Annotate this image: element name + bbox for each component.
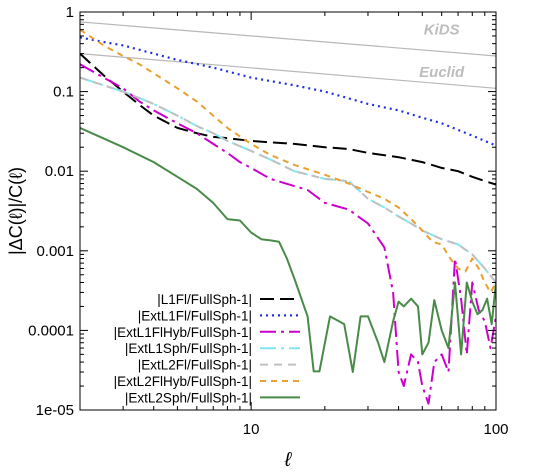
y-tick-label: 0.1 [53, 84, 74, 101]
y-tick-label: 1 [66, 4, 74, 21]
legend-label: |ExtL1Fl/FullSph-1| [138, 308, 252, 323]
y-tick-label: 0.001 [36, 243, 74, 260]
legend-label: |ExtL1Sph/FullSph-1| [125, 341, 252, 356]
y-tick-label: 0.0001 [28, 322, 74, 339]
reference-lines [80, 21, 496, 89]
legend-label: |ExtL2Sph/FullSph-1| [125, 390, 252, 405]
series-lines [80, 28, 496, 405]
series-line [80, 52, 496, 186]
x-tick-label: 100 [483, 421, 508, 438]
legend-label: |L1Fl/FullSph-1| [157, 292, 252, 307]
x-axis-label: ℓ [284, 449, 293, 471]
series-line [80, 126, 496, 373]
legend-label: |ExtL2FlHyb/FullSph-1| [114, 374, 252, 389]
plot-frame [79, 11, 497, 411]
y-tick-label: 1e-05 [36, 402, 74, 419]
series-line [80, 76, 496, 284]
legend: |L1Fl/FullSph-1||ExtL1Fl/FullSph-1| |ExtL… [114, 292, 300, 405]
series-line [80, 36, 496, 147]
legend-label: |ExtL1FlHyb/FullSph-1| [114, 325, 252, 340]
legend-label: |ExtL2Fl/FullSph-1| [138, 358, 252, 373]
y-tick-label: 0.01 [45, 163, 74, 180]
reference-line-label: KiDS [424, 22, 460, 39]
reference-line [80, 21, 496, 57]
axes: 1 0.1 0.01 0.001 0.0001 1e-05 10 100 [28, 4, 508, 438]
y-axis-label: |ΔC(ℓ)|/C(ℓ) [6, 167, 26, 255]
reference-line [80, 53, 496, 89]
x-tick-label: 10 [243, 421, 260, 438]
series-line [80, 63, 496, 405]
reference-line-label: Euclid [419, 64, 465, 81]
series-line [80, 28, 496, 294]
